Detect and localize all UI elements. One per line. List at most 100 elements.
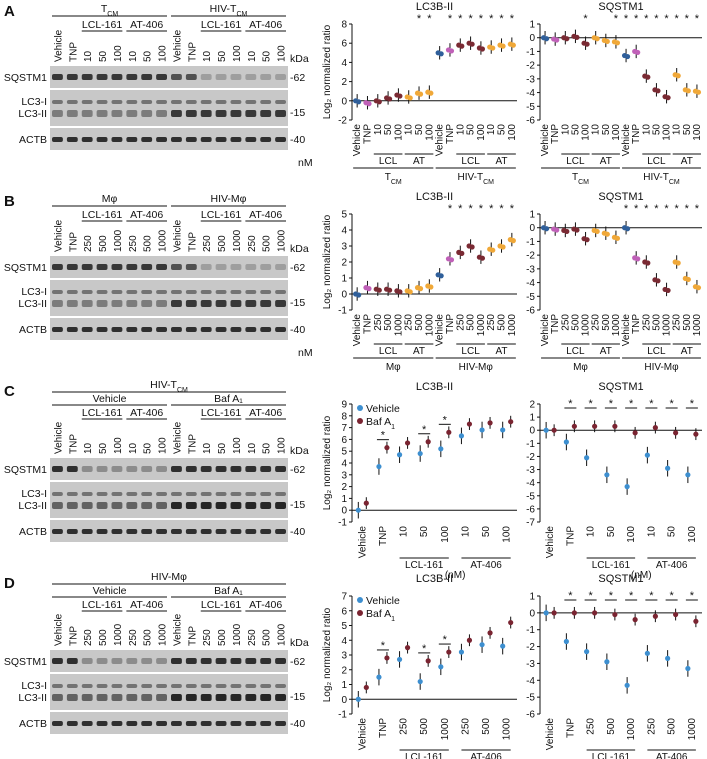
x-tick-label: 50 (466, 124, 477, 136)
x-tick-label: TNP (445, 124, 456, 144)
x-tick-label: TNP (550, 124, 561, 144)
significance-star: * (489, 203, 494, 215)
lc3-blot (50, 482, 288, 518)
y-tick-label: 0 (529, 33, 535, 44)
band (185, 137, 197, 142)
x-tick-label: 50 (667, 526, 678, 538)
band (96, 137, 108, 142)
data-point-vehicle (355, 507, 361, 513)
x-tick-label: TNP (378, 718, 389, 738)
band (126, 300, 138, 307)
x-group-label: AT (413, 156, 425, 167)
lane-label: 250 (128, 235, 139, 252)
y-tick-label: -2 (338, 116, 347, 127)
significance-star: * (510, 203, 515, 215)
band (230, 721, 242, 726)
significance-star: * (468, 13, 473, 25)
data-point (635, 49, 641, 56)
band (245, 466, 257, 472)
x-tick-label: 250 (641, 314, 652, 331)
x-tick-label: 10 (373, 124, 384, 136)
x-tick-label: 100 (440, 526, 451, 543)
band (200, 721, 212, 726)
band (81, 529, 93, 534)
data-point-vehicle (685, 665, 691, 672)
band (200, 466, 212, 472)
significance-star: * (695, 203, 700, 215)
band (245, 694, 257, 701)
y-tick-label: -4 (526, 478, 535, 489)
data-point (356, 99, 362, 105)
band (52, 492, 63, 496)
y-tick-label: 0 (341, 695, 347, 706)
significance-star: * (499, 203, 504, 215)
x-group-label: AT-406 (470, 560, 502, 571)
data-point-vehicle (685, 472, 691, 478)
lane-label: 250 (202, 235, 213, 252)
data-point-vehicle (417, 678, 423, 685)
x-group-label: AT (600, 156, 612, 167)
y-tick-label: 1 (341, 680, 347, 691)
band (275, 137, 286, 142)
band (66, 466, 78, 472)
band (141, 290, 153, 294)
x-tick-label: 1000 (476, 314, 487, 337)
data-point-vehicle (543, 427, 549, 433)
band (81, 721, 93, 726)
significance-star: * (664, 203, 669, 215)
x-group-label: LCL (461, 156, 480, 167)
band (52, 502, 63, 509)
y-tick-label: 7 (341, 423, 347, 434)
y-tick-label: 6 (341, 39, 347, 50)
y-tick-label: 0 (341, 96, 347, 107)
data-point (635, 256, 641, 262)
y-tick-label: 7 (341, 592, 347, 603)
actb-blot (50, 712, 288, 734)
subscript: 1 (391, 616, 395, 623)
lane-label: 100 (158, 437, 169, 454)
y-tick-label: -6 (526, 504, 535, 515)
x-tick-label: 1000 (687, 718, 698, 741)
lane-label: 10 (83, 50, 94, 62)
y-tick-label: 5 (341, 210, 347, 221)
band (171, 658, 182, 664)
x-tick-label: TNP (378, 526, 389, 546)
band (156, 721, 167, 726)
data-point (594, 36, 600, 42)
x-tick-label: 50 (682, 124, 693, 136)
band (260, 502, 272, 509)
data-point (366, 286, 372, 292)
x-tick-label: 1000 (692, 314, 703, 337)
data-point-baf (551, 610, 557, 616)
y-tick-label: 3 (341, 651, 347, 662)
data-point-baf (508, 419, 514, 425)
band (171, 492, 182, 496)
band (200, 684, 212, 688)
band (245, 264, 257, 270)
band (215, 658, 227, 664)
lane-label: 50 (217, 442, 228, 454)
x-tick-label: 1000 (581, 314, 592, 337)
significance-star: * (427, 13, 432, 25)
data-point (564, 228, 570, 235)
band (52, 327, 63, 332)
lane-label: TNP (187, 232, 198, 252)
data-point-baf (632, 430, 638, 436)
data-point (448, 257, 455, 263)
y-tick-label: 4 (341, 226, 347, 237)
data-point-baf (592, 610, 598, 616)
lane-label: 1000 (113, 229, 124, 252)
data-point (459, 43, 465, 49)
x-cond-label: Mφ (573, 362, 588, 373)
lane-label: TNP (187, 626, 198, 646)
data-point (376, 99, 382, 105)
x-tick-label: 100 (502, 526, 513, 543)
significance-star: * (422, 643, 427, 655)
band (111, 466, 123, 472)
band (185, 290, 197, 294)
band (215, 100, 227, 104)
x-tick-label: Vehicle (357, 718, 368, 751)
data-point (469, 41, 475, 47)
blot-label-lc3ii: LC3-II (18, 500, 47, 512)
data-point (510, 42, 516, 48)
